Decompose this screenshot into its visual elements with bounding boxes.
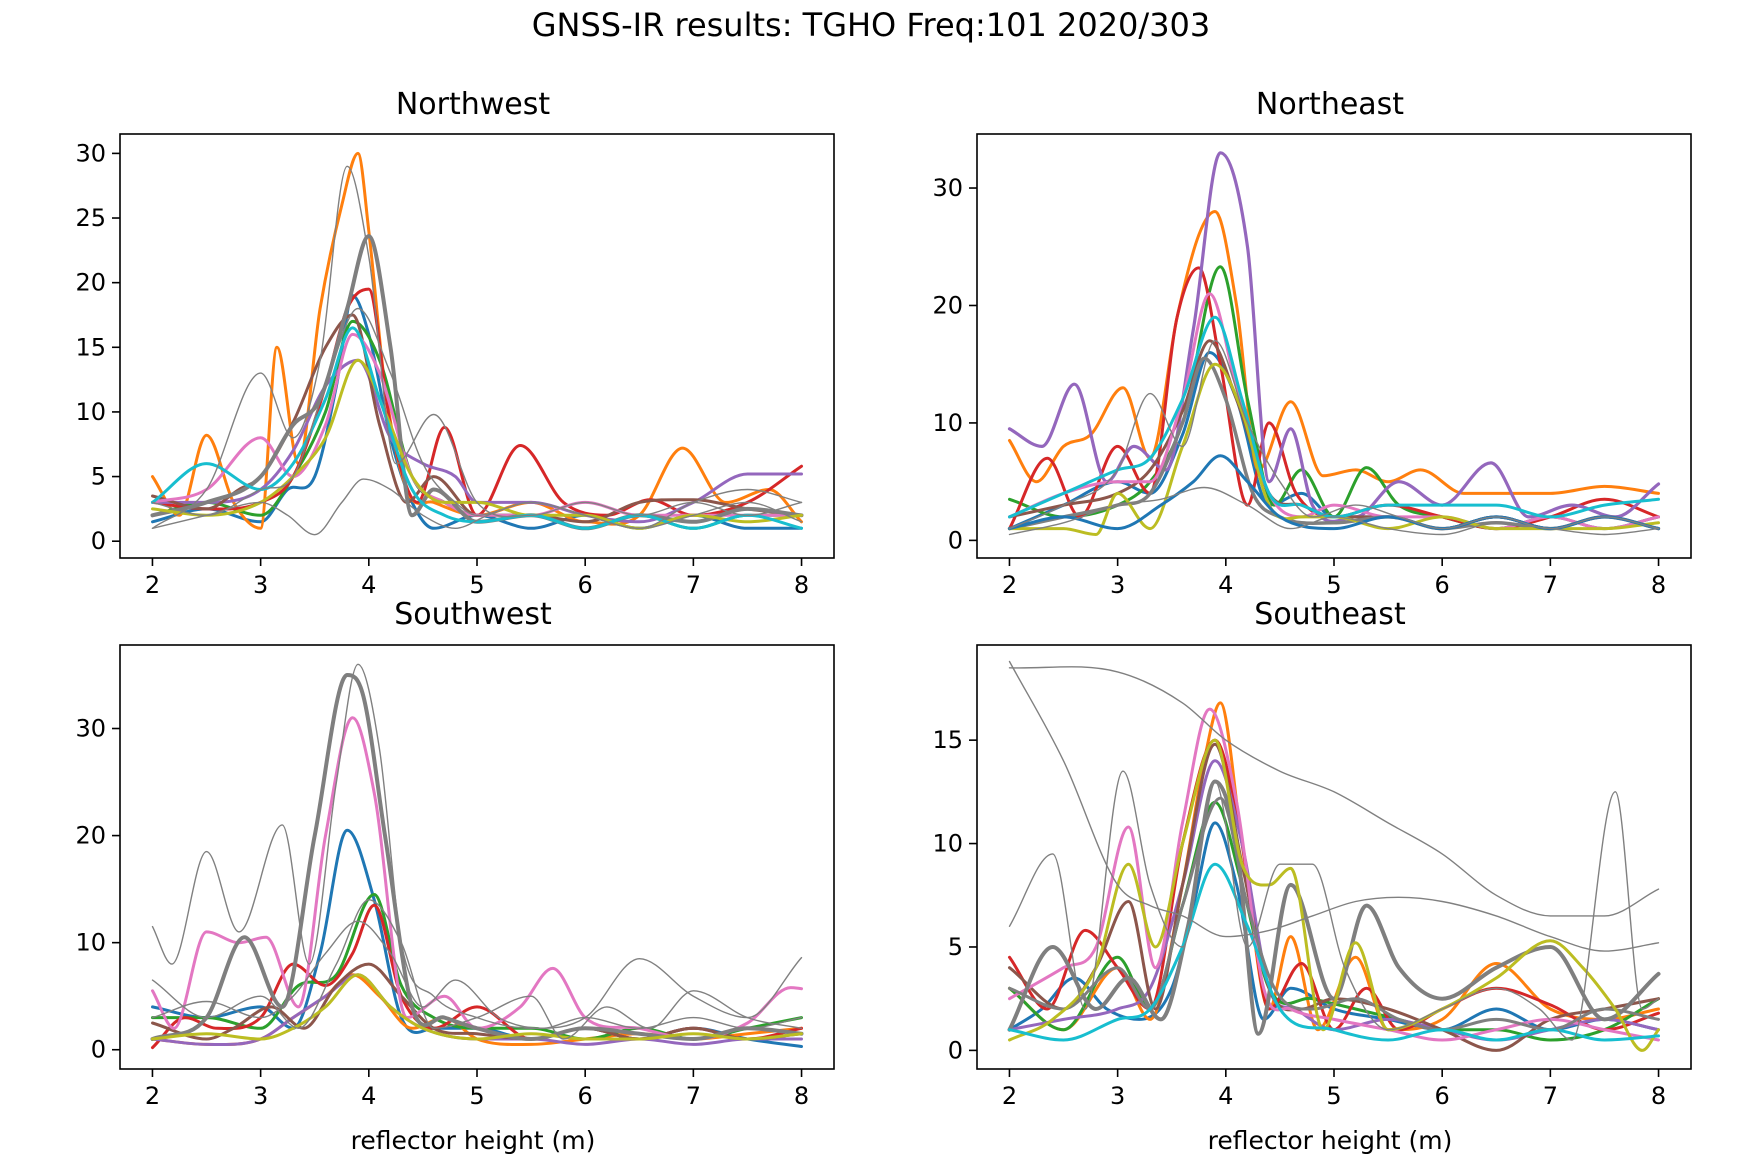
y-tick-label-northwest-0: 0 <box>91 527 106 555</box>
panel-southwest: Southwest 2 3 4 5 6 7 8 0 10 20 30 reflector heigh… <box>75 597 835 1155</box>
x-tick-label-southeast-5: 5 <box>1326 1082 1341 1110</box>
panel-title-northwest: Northwest <box>396 87 551 122</box>
series-line-northwest-12 <box>151 478 803 536</box>
x-tick-label-northwest-5: 5 <box>469 571 484 599</box>
series-line-northeast-9 <box>1008 315 1660 519</box>
y-tick-label-southeast-0: 0 <box>948 1036 963 1064</box>
series-line-southeast-6 <box>1008 707 1660 1042</box>
y-tick-label-northeast-30: 30 <box>932 174 963 202</box>
panel-northeast: Northeast 2 3 4 5 6 7 8 0 10 20 30 <box>932 87 1692 599</box>
x-tick-label-northeast-2: 2 <box>1002 571 1017 599</box>
series-line-southeast-8 <box>1008 796 1660 1032</box>
y-tick-label-southwest-20: 20 <box>75 822 106 850</box>
y-tick-label-northwest-5: 5 <box>91 463 106 491</box>
y-tick-label-northwest-10: 10 <box>75 398 106 426</box>
y-tick-label-southwest-30: 30 <box>75 715 106 743</box>
series-line-northwest-10 <box>151 165 803 529</box>
series-line-southwest-10 <box>151 899 803 1040</box>
panel-northwest: Northwest 2 3 4 5 6 7 8 0 5 10 15 20 25 30 <box>75 87 835 599</box>
series-line-southeast-10 <box>1008 862 1660 1042</box>
y-tick-label-southeast-10: 10 <box>932 830 963 858</box>
x-tick-label-northwest-7: 7 <box>686 571 701 599</box>
panel-title-southwest: Southwest <box>394 597 552 632</box>
series-line-southeast-13 <box>1008 770 1660 1041</box>
series-line-northwest-9 <box>151 326 803 530</box>
y-tick-label-southwest-10: 10 <box>75 929 106 957</box>
x-tick-label-southeast-7: 7 <box>1543 1082 1558 1110</box>
x-tick-label-southwest-3: 3 <box>253 1082 268 1110</box>
panel-title-southeast: Southeast <box>1254 597 1406 632</box>
series-group-northeast <box>1007 151 1661 536</box>
series-line-southeast-9 <box>1008 738 1660 1052</box>
x-tick-label-northeast-5: 5 <box>1326 571 1341 599</box>
y-tick-label-northeast-0: 0 <box>948 526 963 554</box>
series-line-southeast-12 <box>1008 660 1660 952</box>
figure-title: GNSS-IR results: TGHO Freq:101 2020/303 <box>532 6 1211 44</box>
x-axis-label-southeast: reflector height (m) <box>1208 1126 1453 1155</box>
x-tick-label-northwest-8: 8 <box>794 571 809 599</box>
series-line-northeast-11 <box>1008 340 1660 530</box>
plot-southeast: 2 3 4 5 6 7 8 0 5 10 15 <box>932 644 1692 1110</box>
series-line-southeast-5 <box>1008 742 1660 1052</box>
x-tick-label-southeast-8: 8 <box>1651 1082 1666 1110</box>
x-tick-label-southeast-6: 6 <box>1435 1082 1450 1110</box>
x-tick-label-northwest-3: 3 <box>253 571 268 599</box>
y-tick-label-southeast-5: 5 <box>948 933 963 961</box>
x-tick-label-northwest-2: 2 <box>145 571 160 599</box>
x-tick-label-southeast-2: 2 <box>1002 1082 1017 1110</box>
y-tick-label-northeast-20: 20 <box>932 291 963 319</box>
series-line-northwest-8 <box>151 358 803 530</box>
x-tick-label-northeast-3: 3 <box>1110 571 1125 599</box>
y-tick-label-northwest-20: 20 <box>75 269 106 297</box>
x-tick-label-northeast-4: 4 <box>1218 571 1233 599</box>
series-line-southwest-8 <box>151 973 803 1041</box>
y-tick-label-northwest-15: 15 <box>75 333 106 361</box>
y-tick-label-southwest-0: 0 <box>91 1036 106 1064</box>
x-tick-label-southwest-4: 4 <box>361 1082 376 1110</box>
x-tick-label-northeast-7: 7 <box>1543 571 1558 599</box>
x-tick-label-northeast-8: 8 <box>1651 571 1666 599</box>
x-tick-label-southeast-3: 3 <box>1110 1082 1125 1110</box>
y-tick-label-northwest-25: 25 <box>75 204 106 232</box>
y-tick-label-northwest-30: 30 <box>75 139 106 167</box>
x-tick-label-northwest-6: 6 <box>578 571 593 599</box>
x-axis-label-southwest: reflector height (m) <box>351 1126 596 1155</box>
series-line-northeast-12 <box>1008 486 1660 536</box>
x-tick-label-southwest-2: 2 <box>145 1082 160 1110</box>
series-line-southeast-11 <box>1008 666 1660 917</box>
plot-northeast: 2 3 4 5 6 7 8 0 10 20 30 <box>932 133 1692 599</box>
plot-northwest: 2 3 4 5 6 7 8 0 5 10 15 20 25 30 <box>75 133 835 599</box>
y-tick-label-southeast-15: 15 <box>932 726 963 754</box>
x-tick-label-southwest-6: 6 <box>578 1082 593 1110</box>
panel-title-northeast: Northeast <box>1256 87 1404 122</box>
y-tick-label-northeast-10: 10 <box>932 409 963 437</box>
x-tick-label-southwest-7: 7 <box>686 1082 701 1110</box>
x-tick-label-southwest-5: 5 <box>469 1082 484 1110</box>
x-tick-label-southwest-8: 8 <box>794 1082 809 1110</box>
x-tick-label-northwest-4: 4 <box>361 571 376 599</box>
series-line-northwest-11 <box>151 307 803 529</box>
panel-southeast: Southeast 2 3 4 5 6 7 8 0 5 10 15 reflector height… <box>932 597 1692 1155</box>
series-group-northwest <box>150 151 804 536</box>
x-tick-label-southeast-4: 4 <box>1218 1082 1233 1110</box>
series-group-southeast <box>1007 660 1661 1052</box>
series-group-southwest <box>150 663 804 1050</box>
series-line-northeast-8 <box>1008 362 1660 536</box>
plot-southwest: 2 3 4 5 6 7 8 0 10 20 30 <box>75 644 835 1110</box>
series-line-southwest-9 <box>151 663 803 1030</box>
series-line-southwest-7 <box>150 673 804 1041</box>
series-line-southwest-11 <box>151 920 803 1029</box>
series-line-northeast-1 <box>1008 210 1660 495</box>
x-tick-label-northeast-6: 6 <box>1435 571 1450 599</box>
